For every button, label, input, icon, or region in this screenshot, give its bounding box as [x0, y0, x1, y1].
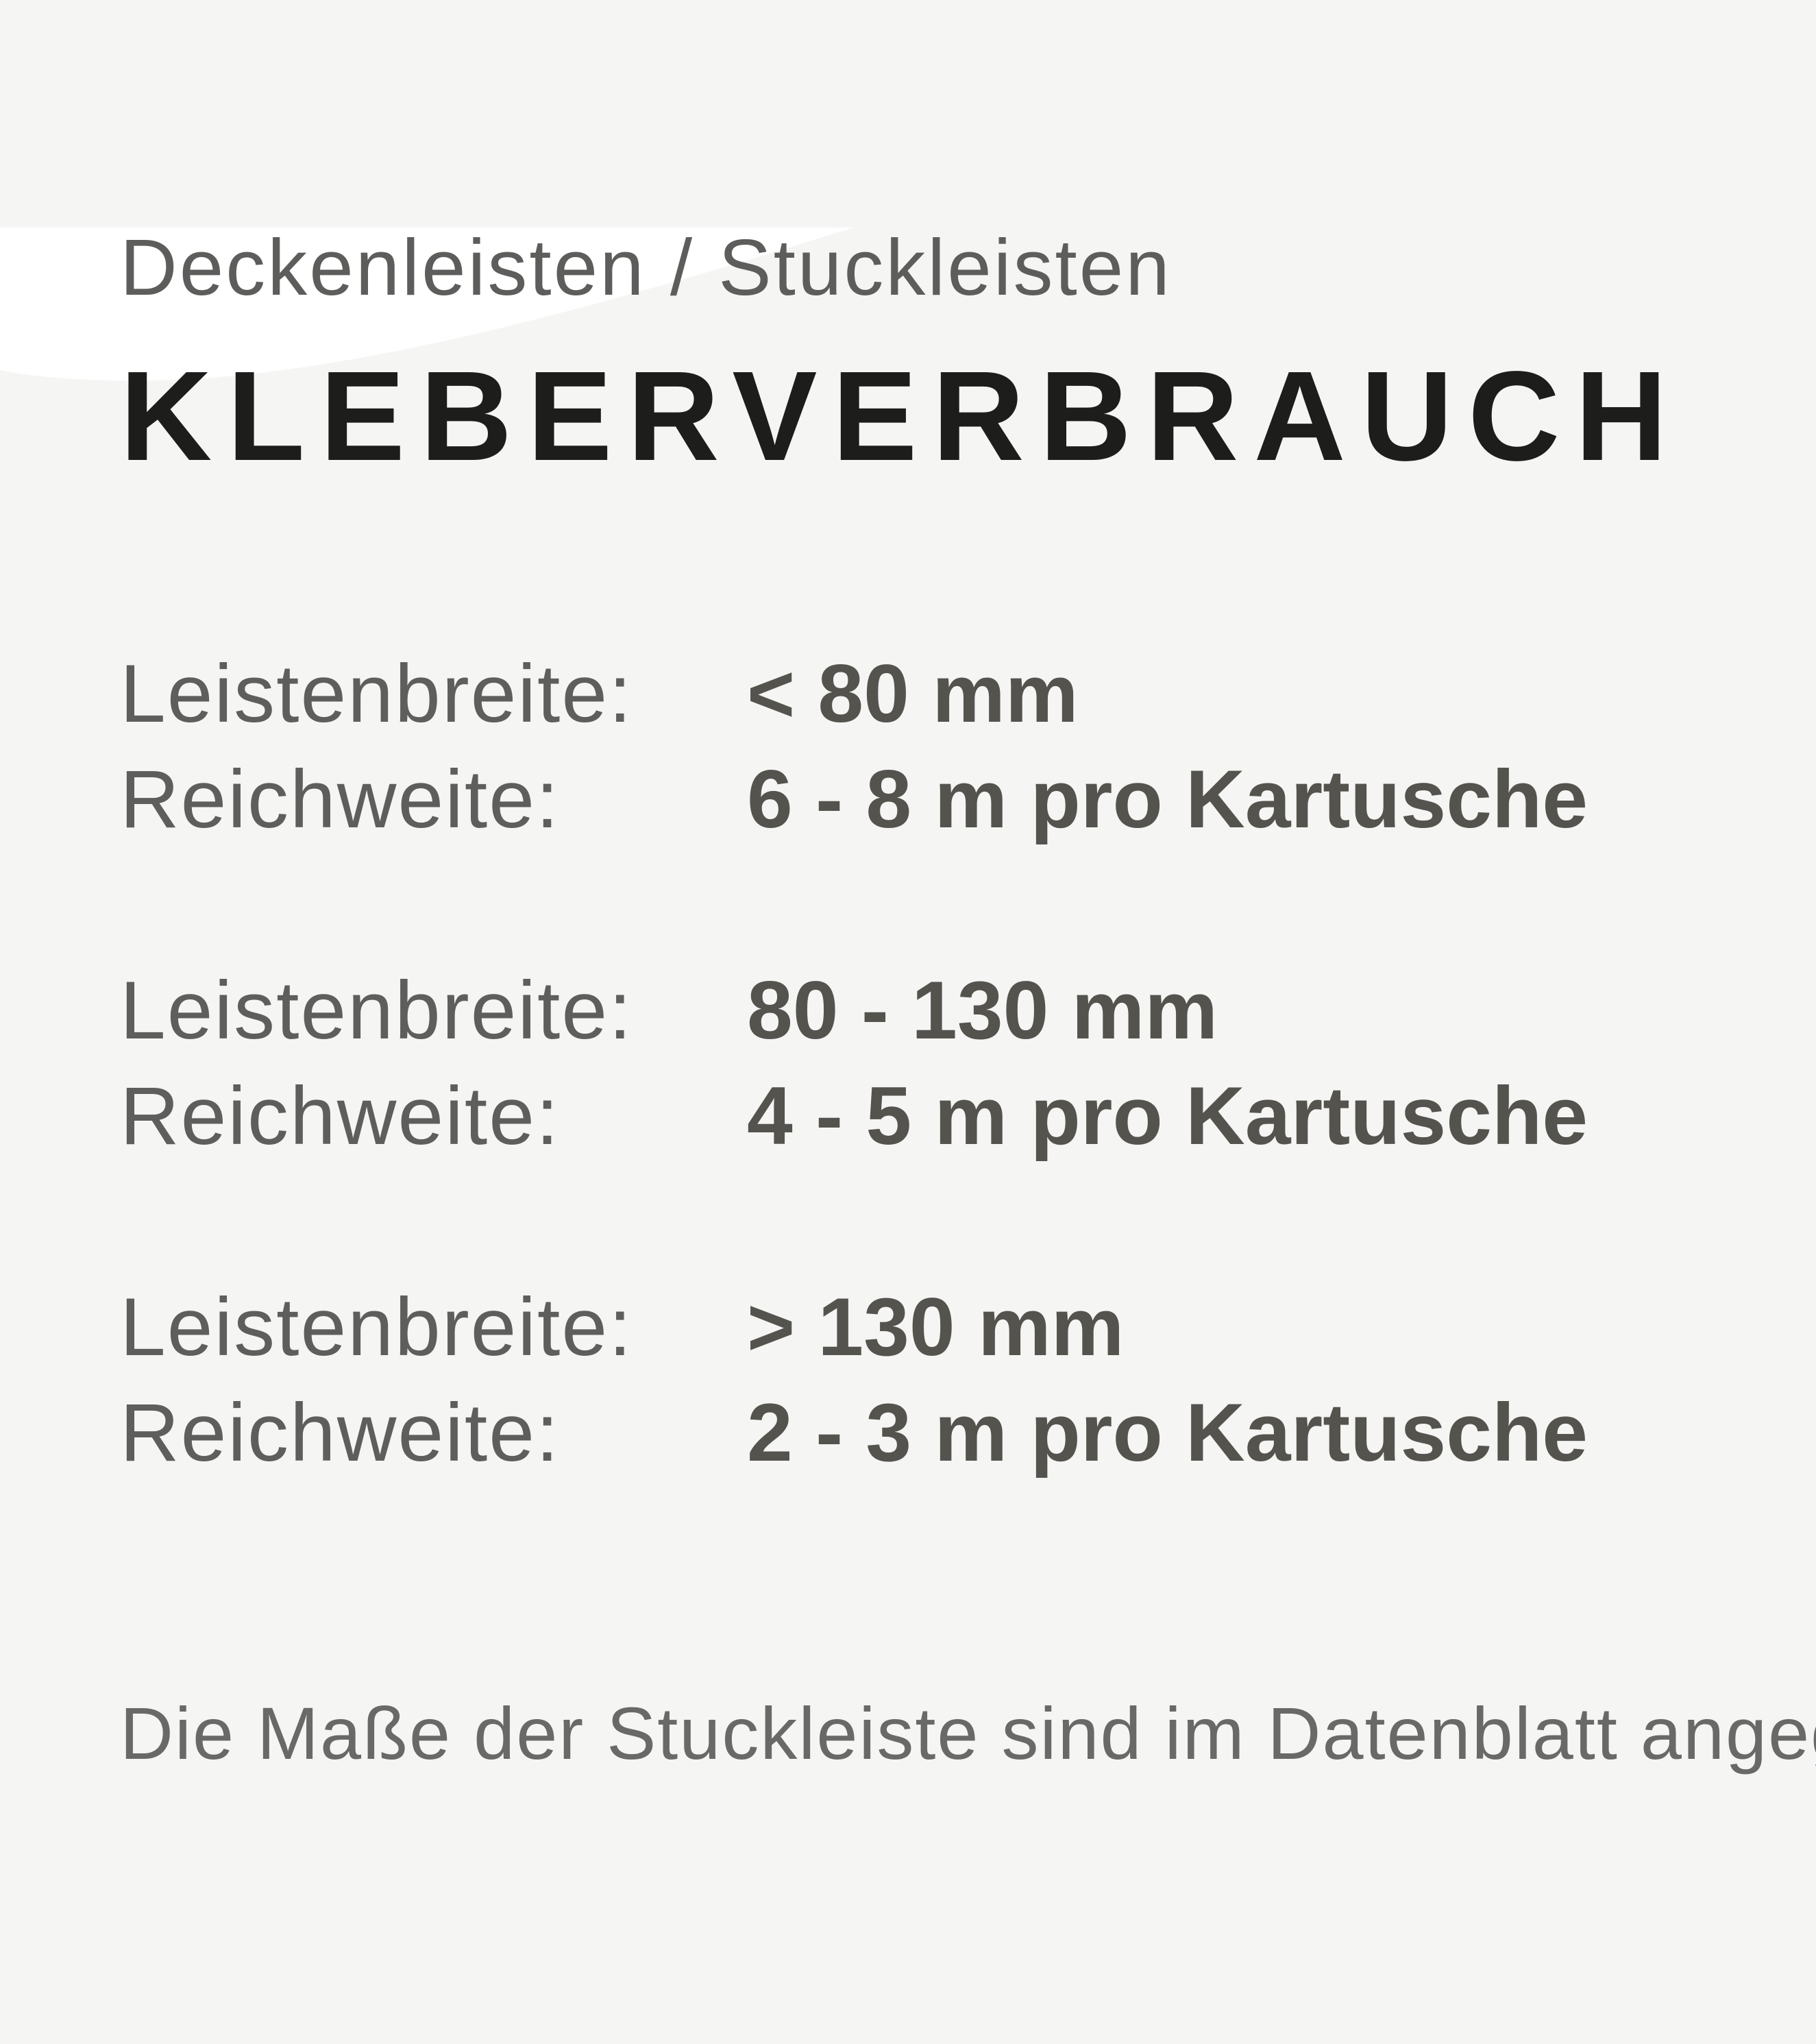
- spec-label-reichweite: Reichweite:: [120, 1387, 561, 1479]
- spec-value-leistenbreite: > 130 mm: [747, 1281, 1125, 1374]
- spec-value-leistenbreite: 80 - 130 mm: [747, 964, 1218, 1057]
- infographic-page: Deckenleisten / Stuckleisten KLEBERVERBR…: [0, 228, 1816, 1782]
- content-area: Deckenleisten / Stuckleisten KLEBERVERBR…: [0, 228, 1816, 1782]
- spec-block-under-80mm: Leistenbreite: < 80 mm Reichweite: 6 - 8…: [120, 646, 1713, 847]
- spec-label-leistenbreite: Leistenbreite:: [120, 648, 633, 740]
- spec-value-reichweite: 6 - 8 m pro Kartusche: [747, 753, 1588, 846]
- spec-label-reichweite: Reichweite:: [120, 1070, 561, 1163]
- spec-value-reichweite: 4 - 5 m pro Kartusche: [747, 1070, 1588, 1163]
- spec-block-over-130mm: Leistenbreite: > 130 mm Reichweite: 2 - …: [120, 1280, 1713, 1480]
- top-curve-decoration: [0, 228, 853, 381]
- footer-note: Die Maße der Stuckleiste sind im Datenbl…: [120, 1692, 1816, 1775]
- spec-label-leistenbreite: Leistenbreite:: [120, 1281, 633, 1374]
- page-title: KLEBERVERBRAUCH: [120, 345, 1682, 487]
- category-subtitle: Deckenleisten / Stuckleisten: [120, 223, 1172, 312]
- spec-label-leistenbreite: Leistenbreite:: [120, 964, 633, 1057]
- spec-label-reichweite: Reichweite:: [120, 753, 561, 846]
- spec-value-reichweite: 2 - 3 m pro Kartusche: [747, 1387, 1588, 1479]
- spec-value-leistenbreite: < 80 mm: [747, 648, 1079, 740]
- spec-block-80-130mm: Leistenbreite: 80 - 130 mm Reichweite: 4…: [120, 963, 1713, 1163]
